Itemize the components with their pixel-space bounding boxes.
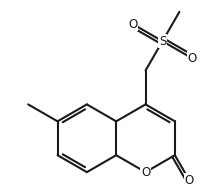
Text: O: O [187,52,196,65]
Text: S: S [159,35,166,48]
Text: O: O [141,166,150,179]
Text: O: O [128,18,138,31]
Text: O: O [185,174,194,187]
